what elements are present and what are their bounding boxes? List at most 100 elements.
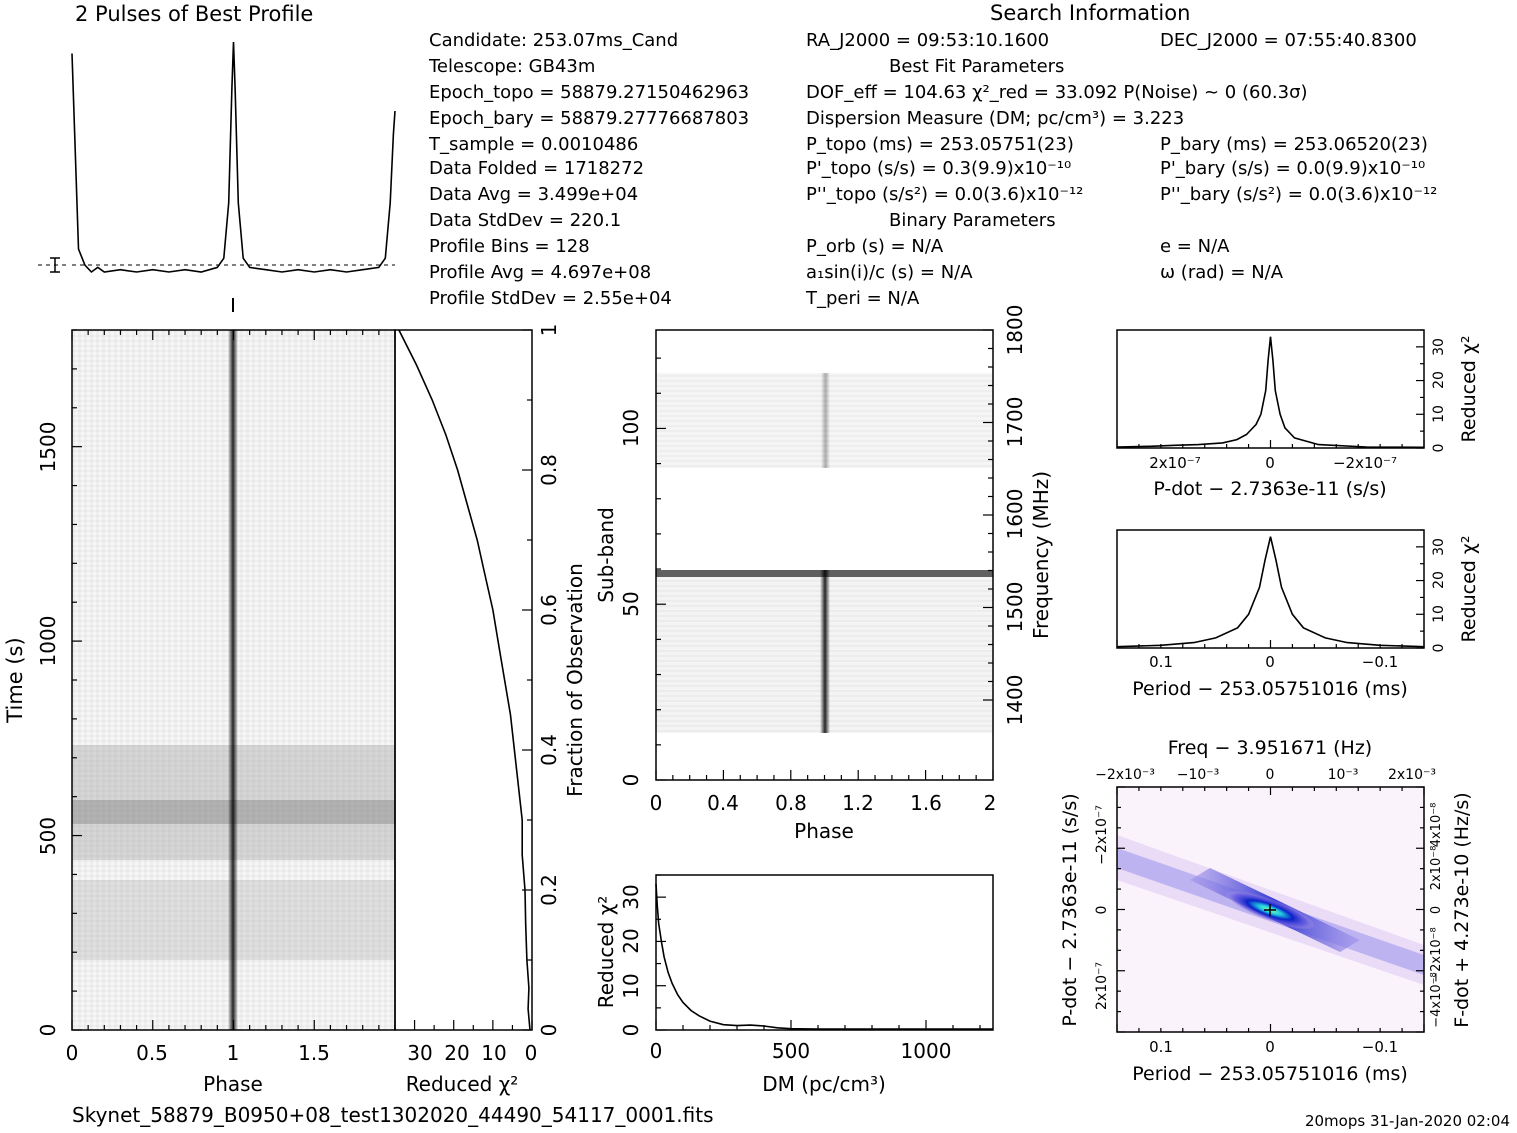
dm-xticklabels: 0 500 1000 (650, 1039, 952, 1063)
info-pd-topo: P'_topo (s/s) = 0.3(9.9)x10⁻¹⁰ (806, 158, 1071, 179)
dm-ytick-0: 0 (619, 1024, 643, 1037)
dm-yticklabels: 0 10 20 30 (619, 884, 643, 1036)
tp-ytick-1: 500 (36, 817, 60, 855)
info-profile-avg: Profile Avg = 4.697e+08 (429, 262, 651, 283)
sb-y2tick-3: 1700 (1003, 397, 1027, 448)
dm-line (655, 883, 993, 1030)
period-ytick-1: 10 (1431, 605, 1447, 623)
ppd-y2tick-1: 2x10⁻⁸ (1429, 846, 1444, 891)
time-phase-panel: 0 0.5 1 1.5 Phase 0 500 1000 1500 Time (… (3, 298, 396, 1096)
cf-ytick-4: 0.8 (537, 454, 561, 486)
ppd-ylabel: P-dot − 2.7363e-11 (s/s) (1059, 793, 1081, 1026)
chi2-fraction-yticklabels: 0 0.2 0.4 0.6 0.8 1 (537, 324, 561, 1037)
ppd-x2tick-3: 10⁻³ (1328, 767, 1359, 783)
info-data-folded: Data Folded = 1718272 (429, 158, 644, 179)
time-phase-pulse-track (228, 330, 238, 1030)
cf-xtick-1: 20 (444, 1041, 469, 1065)
cf-xtick-2: 10 (481, 1041, 506, 1065)
ppd-x2tick-0: −2x10⁻³ (1095, 767, 1155, 783)
ppd-y2tick-4: −4x10⁻⁸ (1429, 972, 1444, 1027)
subband-pulse-lower (820, 570, 830, 733)
pdot-xticklabels: 2x10⁻⁷ 0 −2x10⁻⁷ (1149, 454, 1397, 472)
dm-ylabel: Reduced χ² (594, 896, 618, 1009)
info-best-fit-title: Best Fit Parameters (889, 56, 1064, 77)
chi2-fraction-panel: 30 20 10 0 Reduced χ² 0 0.2 0.4 0.6 0.8 … (394, 324, 587, 1096)
period-line (1116, 536, 1425, 648)
ppd-x2tick-2: 0 (1266, 767, 1275, 783)
sb-y2tick-4: 1800 (1003, 305, 1027, 356)
dm-ytick-3: 30 (619, 884, 643, 909)
sb-y2label: Frequency (MHz) (1029, 471, 1053, 639)
tp-xtick-2: 1 (227, 1041, 240, 1065)
ppd-xtick-1: 0 (1265, 1038, 1275, 1056)
ppd-x2tick-4: 2x10⁻³ (1388, 767, 1436, 783)
candidate-info: Candidate: 253.07ms_Cand Telescope: GB43… (428, 30, 1437, 309)
sb-xtick-4: 1.6 (910, 791, 942, 815)
pdot-yticklabels: 0 10 20 30 (1431, 338, 1447, 452)
cf-xtick-0: 30 (407, 1041, 432, 1065)
sb-ytick-2: 100 (619, 409, 643, 447)
sb-xtick-0: 0 (650, 791, 663, 815)
pdot-frame (1116, 329, 1425, 449)
ppd-xlabel: Period − 253.05751016 (ms) (1132, 1063, 1408, 1085)
search-info-title: Search Information (990, 1, 1190, 25)
sb-y2tick-0: 1400 (1003, 675, 1027, 726)
ppd-xtick-0: 0.1 (1149, 1038, 1173, 1056)
info-data-stddev: Data StdDev = 220.1 (429, 210, 621, 231)
info-p-topo: P_topo (ms) = 253.05751(23) (806, 134, 1074, 155)
profile-title: 2 Pulses of Best Profile (75, 2, 313, 26)
ppd-ytick-0: −2x10⁻⁷ (1094, 805, 1110, 865)
pdot-ytick-0: 0 (1431, 444, 1447, 453)
tp-xtick-0: 0 (66, 1041, 79, 1065)
chi2-fraction-ticks (394, 329, 533, 1031)
chi2-fraction-frame (394, 329, 533, 1031)
info-candidate: Candidate: 253.07ms_Cand (429, 30, 678, 51)
tp-ylabel: Time (s) (3, 637, 27, 723)
time-phase-yticklabels: 0 500 1000 1500 (36, 422, 60, 1037)
sb-ytick-1: 50 (619, 591, 643, 616)
profile-line (71, 41, 396, 274)
subband-xticklabels: 0 0.4 0.8 1.2 1.6 2 (650, 791, 997, 815)
sb-y2tick-2: 1600 (1003, 489, 1027, 540)
tp-xtick-3: 1.5 (298, 1041, 330, 1065)
tp-xlabel: Phase (203, 1072, 263, 1096)
info-p-bary: P_bary (ms) = 253.06520(23) (1160, 134, 1428, 155)
info-epoch-bary: Epoch_bary = 58879.27776687803 (429, 108, 749, 129)
info-telescope: Telescope: GB43m (428, 56, 595, 77)
ppd-y2tick-2: 0 (1429, 906, 1444, 914)
tp-xtick-1: 0.5 (136, 1041, 168, 1065)
subband-ticks (655, 329, 994, 781)
period-xticklabels: 0.1 0 −0.1 (1149, 653, 1398, 671)
sb-xlabel: Phase (794, 819, 854, 843)
cf-ytick-5: 1 (537, 324, 561, 337)
ppd-y2label: F-dot + 4.273e-10 (Hz/s) (1451, 792, 1473, 1027)
info-profile-bins: Profile Bins = 128 (429, 236, 590, 257)
period-xtick-2: −0.1 (1362, 653, 1398, 671)
info-pd-bary: P'_bary (s/s) = 0.0(9.9)x10⁻¹⁰ (1160, 158, 1425, 179)
info-tperi: T_peri = N/A (805, 288, 920, 309)
sb-ylabel: Sub-band (594, 507, 618, 603)
ppd-y2ticklabels: 4x10⁻⁸ 2x10⁻⁸ 0 −2x10⁻⁸ −4x10⁻⁸ (1429, 803, 1444, 1028)
period-xlabel: Period − 253.05751016 (ms) (1132, 678, 1408, 700)
info-binary-title: Binary Parameters (889, 210, 1056, 231)
ppd-best-marker-icon (1264, 904, 1276, 916)
pdot-panel: 2x10⁻⁷ 0 −2x10⁻⁷ P-dot − 2.7363e-11 (s/s… (1116, 329, 1480, 500)
info-e: e = N/A (1160, 236, 1230, 257)
sb-xtick-1: 0.4 (707, 791, 739, 815)
cf-ytick-2: 0.4 (537, 734, 561, 766)
chi2-fraction-xticklabels: 30 20 10 0 (407, 1041, 537, 1065)
sb-y2tick-1: 1500 (1003, 582, 1027, 633)
period-yticklabels: 0 10 20 30 (1431, 538, 1447, 652)
cf-xlabel: Reduced χ² (406, 1072, 519, 1096)
cf-ylabel: Fraction of Observation (563, 563, 587, 797)
period-ytick-2: 20 (1431, 571, 1447, 589)
info-asini: a₁sin(i)/c (s) = N/A (806, 262, 973, 283)
period-xtick-0: 0.1 (1149, 653, 1173, 671)
subband-yticklabels: 0 50 100 (619, 409, 643, 786)
dm-xlabel: DM (pc/cm³) (762, 1072, 886, 1096)
dm-ytick-1: 10 (619, 973, 643, 998)
dm-panel: 0 500 1000 DM (pc/cm³) 0 10 20 30 Reduce… (594, 874, 994, 1096)
dm-xtick-0: 0 (650, 1039, 663, 1063)
subband-pulse-upper (821, 373, 830, 468)
